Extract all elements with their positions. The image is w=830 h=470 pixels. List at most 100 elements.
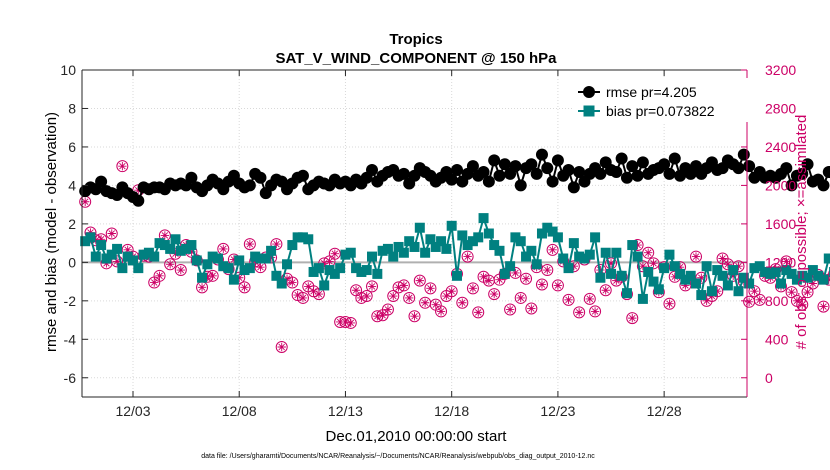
bias-point <box>191 255 202 266</box>
y2-tick-label: 2000 <box>765 177 796 193</box>
rmse-point <box>482 175 495 188</box>
bias-point <box>627 240 638 251</box>
obs-possible-point <box>381 303 394 316</box>
rmse-point <box>254 171 267 184</box>
bias-point <box>781 265 792 276</box>
y2-tick-label: 2400 <box>765 139 796 155</box>
obs-assimilated-point <box>357 293 366 303</box>
rmse-point <box>626 160 639 173</box>
bias-point <box>590 232 601 243</box>
y-tick-label: -6 <box>64 370 77 386</box>
y-axis-label: rmse and bias (model - observation) <box>43 112 60 352</box>
obs-possible-point <box>164 258 177 271</box>
bias-point <box>239 265 250 276</box>
bias-point <box>489 240 500 251</box>
obs-assimilated-point <box>309 287 318 296</box>
bias-point <box>499 268 510 279</box>
obs-assimilated-point <box>330 249 340 258</box>
bias-point <box>797 270 808 281</box>
y2-tick-label: 400 <box>765 331 789 347</box>
bias-point <box>117 263 128 274</box>
obs-assimilated-point <box>819 302 828 311</box>
rmse-point <box>801 158 814 171</box>
bias-point <box>372 268 383 279</box>
bias-point <box>521 251 532 262</box>
obs-assimilated-point <box>633 240 642 250</box>
obs-assimilated-point <box>787 287 796 297</box>
obs-assimilated-point <box>644 248 653 257</box>
bias-point <box>398 247 409 258</box>
obs-assimilated-point <box>282 274 292 283</box>
bias-point <box>377 245 388 256</box>
obs-assimilated-point <box>543 265 552 275</box>
obs-possible-point <box>105 227 118 240</box>
obs-possible-point <box>541 264 554 277</box>
obs-assimilated-point <box>665 299 674 308</box>
obs-assimilated-point <box>484 276 494 285</box>
y-tick-label: 2 <box>68 216 76 232</box>
bias-point <box>579 253 590 264</box>
obs-assimilated-point <box>585 294 594 304</box>
bias-point <box>542 222 553 233</box>
rmse-point <box>658 158 671 171</box>
bias-point <box>85 232 96 243</box>
obs-assimilated-point <box>564 295 573 305</box>
y2-tick-label: 1600 <box>765 216 796 232</box>
bias-point <box>207 251 218 262</box>
obs-possible-point <box>753 293 766 306</box>
obs-possible-point <box>387 290 400 303</box>
obs-assimilated-point <box>367 282 377 291</box>
bias-point <box>547 226 558 237</box>
bias-point <box>404 236 415 247</box>
bias-point <box>738 272 749 283</box>
obs-assimilated-point <box>134 186 143 195</box>
bias-point <box>382 243 393 254</box>
obs-possible-point <box>806 277 819 290</box>
bias-point <box>430 241 441 252</box>
obs-assimilated-point <box>713 287 722 296</box>
bias-point <box>351 263 362 274</box>
legend-rmse-label: rmse pr=4.205 <box>606 84 697 100</box>
rmse-point <box>615 152 628 165</box>
rmse-point <box>535 148 548 161</box>
obs-assimilated-point <box>229 255 239 264</box>
bias-point <box>791 274 802 285</box>
rmse-point <box>732 162 745 175</box>
bias-point <box>388 251 399 262</box>
rmse-point <box>185 171 198 184</box>
bias-point <box>409 241 420 252</box>
obs-assimilated-point <box>638 262 648 271</box>
obs-possible-point <box>573 306 586 319</box>
bias-point <box>765 268 776 279</box>
legend: rmse pr=4.205 bias pr=0.073822 <box>572 78 752 122</box>
bias-point <box>367 251 378 262</box>
bias-point <box>223 263 234 274</box>
obs-assimilated-point <box>798 300 807 309</box>
legend-box <box>572 78 752 122</box>
obs-assimilated-point <box>601 286 610 295</box>
bias-point <box>584 249 595 260</box>
bias-point <box>329 268 340 279</box>
obs-possible-point <box>153 269 166 282</box>
bias-point <box>218 261 229 272</box>
obs-possible-point <box>424 282 437 295</box>
obs-possible-point <box>525 302 538 315</box>
obs-assimilated-point <box>171 249 180 258</box>
obs-assimilated-point <box>436 307 446 316</box>
obs-assimilated-point <box>107 229 116 238</box>
bias-point <box>659 263 670 274</box>
y2-axis-label: # of obs: o=possible; ×=assimilated <box>793 115 810 350</box>
bias-point <box>717 270 728 281</box>
obs-assimilated-point <box>404 293 414 303</box>
obs-assimilated-point <box>474 308 483 317</box>
bias-point <box>818 274 829 285</box>
rmse-point <box>573 165 586 178</box>
obs-assimilated-point <box>537 280 547 289</box>
obs-assimilated-point <box>574 308 584 317</box>
bias-point <box>393 241 404 252</box>
obs-possible-point <box>605 257 618 270</box>
bias-point <box>515 236 526 247</box>
y-tick-label: 0 <box>68 254 76 270</box>
y2-tick-label: 1200 <box>765 254 796 270</box>
bias-point <box>574 251 585 262</box>
